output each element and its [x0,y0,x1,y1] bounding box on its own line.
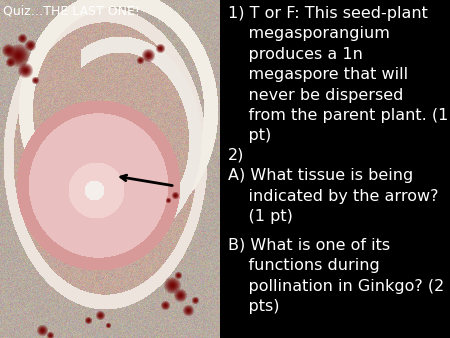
Text: Quiz…THE LAST ONE!: Quiz…THE LAST ONE! [3,5,140,18]
Text: 2)
A) What tissue is being
    indicated by the arrow?
    (1 pt): 2) A) What tissue is being indicated by … [228,148,438,224]
Text: 1) T or F: This seed-plant
    megasporangium
    produces a 1n
    megaspore th: 1) T or F: This seed-plant megasporangiu… [228,6,448,143]
Text: B) What is one of its
    functions during
    pollination in Ginkgo? (2
    pts: B) What is one of its functions during p… [228,238,444,314]
